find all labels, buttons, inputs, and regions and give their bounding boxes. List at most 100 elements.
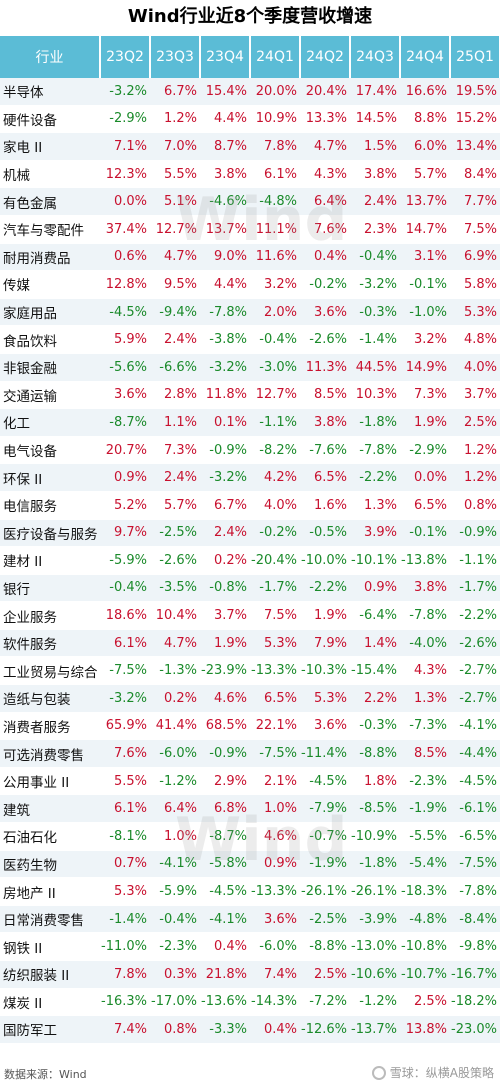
growth-value-cell: 3.1% [400, 243, 450, 272]
growth-value-cell: -13.3% [250, 877, 300, 906]
growth-value-cell: -8.8% [350, 739, 400, 768]
industry-name-cell: 软件服务 [0, 629, 100, 658]
growth-value-cell: 5.5% [100, 767, 150, 796]
growth-value-cell: 4.4% [200, 270, 250, 299]
growth-value-cell: 0.2% [200, 546, 250, 575]
growth-value-cell: -6.0% [250, 932, 300, 961]
footer: 数据来源：Wind 雪球：纵横A股策略 [0, 1063, 500, 1083]
growth-value-cell: -1.9% [300, 850, 350, 879]
industry-name-cell: 半导体 [0, 78, 100, 106]
growth-value-cell: 2.0% [250, 298, 300, 327]
growth-value-cell: -10.0% [300, 546, 350, 575]
growth-value-cell: -7.8% [450, 877, 500, 906]
growth-value-cell: 22.1% [250, 712, 300, 741]
growth-value-cell: 2.4% [150, 463, 200, 492]
growth-value-cell: 3.7% [450, 381, 500, 410]
header-row: 行业 23Q2 23Q3 23Q4 24Q1 24Q2 24Q3 24Q4 25… [0, 36, 500, 78]
growth-value-cell: 2.4% [350, 187, 400, 216]
growth-value-cell: -12.6% [300, 1015, 350, 1044]
growth-value-cell: 12.3% [100, 160, 150, 189]
growth-value-cell: -2.9% [100, 105, 150, 134]
growth-value-cell: 8.5% [300, 381, 350, 410]
growth-value-cell: 6.0% [400, 132, 450, 161]
growth-value-cell: -1.4% [350, 325, 400, 354]
growth-value-cell: 1.5% [350, 132, 400, 161]
growth-value-cell: 8.4% [450, 160, 500, 189]
industry-name-cell: 石油石化 [0, 822, 100, 851]
industry-name-cell: 耐用消费品 [0, 243, 100, 272]
growth-value-cell: 5.9% [100, 325, 150, 354]
growth-value-cell: -3.0% [250, 353, 300, 382]
table-row: 耐用消费品 0.6% 4.7% 9.0% 11.6% 0.4% -0.4% 3.1% 6.9% [0, 243, 500, 272]
table-row: 医疗设备与服务 9.7% -2.5% 2.4% -0.2% -0.5% 3.9% -0.1% -… [0, 519, 500, 548]
growth-value-cell: -3.2% [100, 684, 150, 713]
table-row: 电信服务 5.2% 5.7% 6.7% 4.0% 1.6% 1.3% 6.5% 0.8% [0, 491, 500, 520]
header-cell: 行业 [0, 36, 101, 78]
growth-value-cell: 10.9% [250, 105, 300, 134]
growth-value-cell: -4.1% [200, 905, 250, 934]
growth-value-cell: -7.8% [200, 298, 250, 327]
growth-value-cell: 13.8% [400, 1015, 450, 1044]
growth-value-cell: -0.8% [200, 574, 250, 603]
growth-value-cell: -7.8% [400, 601, 450, 630]
table-row: 机械 12.3% 5.5% 3.8% 6.1% 4.3% 3.8% 5.7% 8.4% [0, 160, 500, 189]
growth-value-cell: 14.9% [400, 353, 450, 382]
growth-value-cell: 12.8% [100, 270, 150, 299]
growth-value-cell: -1.4% [100, 905, 150, 934]
growth-value-cell: -4.5% [200, 877, 250, 906]
growth-value-cell: -6.0% [150, 739, 200, 768]
growth-value-cell: 1.6% [300, 491, 350, 520]
growth-value-cell: 0.9% [350, 574, 400, 603]
header-cell: 24Q4 [400, 36, 451, 78]
growth-value-cell: -8.8% [300, 932, 350, 961]
growth-value-cell: 2.5% [300, 960, 350, 989]
table-row: 企业服务 18.6% 10.4% 3.7% 7.5% 1.9% -6.4% -7.8% -2.2… [0, 601, 500, 630]
growth-value-cell: -0.4% [350, 243, 400, 272]
growth-value-cell: -8.7% [200, 822, 250, 851]
growth-value-cell: 6.7% [150, 78, 200, 106]
growth-value-cell: -18.2% [450, 988, 500, 1017]
growth-value-cell: 4.6% [200, 684, 250, 713]
growth-value-cell: -2.2% [350, 463, 400, 492]
table-row: 钢铁 II -11.0% -2.3% 0.4% -6.0% -8.8% -13.0% -10.… [0, 932, 500, 961]
growth-value-cell: -2.2% [300, 574, 350, 603]
growth-value-cell: 68.5% [200, 712, 250, 741]
growth-value-cell: 1.8% [350, 767, 400, 796]
industry-name-cell: 造纸与包装 [0, 684, 100, 713]
growth-value-cell: 2.8% [150, 381, 200, 410]
chart-title: Wind行业近8个季度营收增速 [127, 6, 373, 27]
growth-value-cell: 8.7% [200, 132, 250, 161]
industry-name-cell: 煤炭 II [0, 988, 100, 1017]
growth-value-cell: 8.8% [400, 105, 450, 134]
growth-value-cell: -4.4% [450, 739, 500, 768]
growth-value-cell: -2.3% [150, 932, 200, 961]
growth-value-cell: 3.2% [400, 325, 450, 354]
growth-value-cell: -6.6% [150, 353, 200, 382]
growth-value-cell: 6.7% [200, 491, 250, 520]
growth-value-cell: -0.9% [450, 519, 500, 548]
growth-value-cell: 5.3% [300, 684, 350, 713]
table-row: 交通运输 3.6% 2.8% 11.8% 12.7% 8.5% 10.3% 7.3% 3.7% [0, 381, 500, 410]
growth-value-cell: 5.8% [450, 270, 500, 299]
growth-value-cell: -4.6% [200, 187, 250, 216]
growth-value-cell: 11.8% [200, 381, 250, 410]
header-cell: 24Q1 [250, 36, 301, 78]
growth-value-cell: -7.5% [450, 850, 500, 879]
growth-value-cell: 7.4% [250, 960, 300, 989]
growth-value-cell: -1.0% [400, 298, 450, 327]
growth-value-cell: 6.8% [200, 794, 250, 824]
growth-value-cell: -7.8% [350, 436, 400, 465]
industry-name-cell: 有色金属 [0, 187, 100, 216]
growth-value-cell: -2.2% [450, 601, 500, 630]
growth-value-cell: 5.3% [100, 877, 150, 906]
growth-value-cell: 37.4% [100, 215, 150, 244]
growth-value-cell: 4.7% [150, 243, 200, 272]
growth-value-cell: 1.9% [400, 408, 450, 437]
growth-value-cell: 4.6% [250, 822, 300, 851]
growth-value-cell: 0.0% [400, 463, 450, 492]
brand: 雪球：纵横A股策略 [371, 1064, 494, 1081]
growth-value-cell: 0.9% [250, 850, 300, 879]
growth-value-cell: 0.3% [150, 960, 200, 989]
growth-value-cell: 13.4% [450, 132, 500, 161]
growth-value-cell: -9.8% [450, 932, 500, 961]
